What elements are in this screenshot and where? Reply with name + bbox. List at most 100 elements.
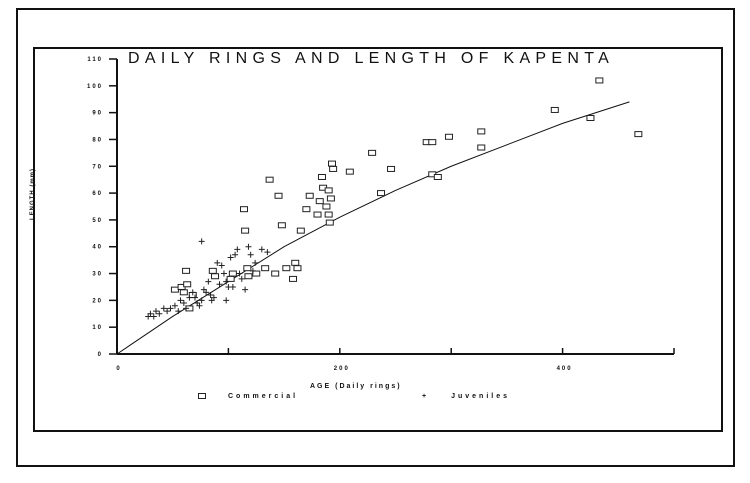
plus-marker-icon: +: [422, 393, 430, 400]
commercial-point: [433, 174, 442, 180]
juvenile-point: [205, 278, 212, 285]
commercial-point: [313, 211, 322, 218]
juvenile-point: [180, 300, 187, 307]
commercial-point: [444, 133, 453, 140]
juvenile-point: [223, 278, 230, 285]
square-marker-icon: [198, 393, 206, 400]
y-tick-label: 20: [92, 298, 103, 304]
commercial-point: [241, 227, 250, 234]
commercial-point: [302, 206, 311, 213]
juvenile-point: [252, 259, 259, 266]
commercial-point: [244, 273, 253, 280]
juvenile-point: [183, 305, 190, 312]
y-tick-label: 0: [98, 352, 103, 358]
commercial-point: [252, 270, 261, 277]
commercial-point: [293, 265, 302, 272]
commercial-point: [271, 270, 280, 277]
y-tick-label: 70: [92, 164, 103, 170]
juvenile-point: [150, 313, 157, 320]
commercial-point: [243, 265, 252, 272]
juvenile-point: [191, 294, 198, 301]
commercial-point: [239, 206, 248, 213]
juvenile-point: [167, 305, 174, 312]
commercial-point: [282, 265, 291, 272]
juvenile-point: [214, 259, 221, 266]
juvenile-point: [247, 251, 254, 258]
x-tick-label: 400: [557, 366, 573, 372]
commercial-point: [317, 174, 326, 180]
commercial-point: [179, 289, 188, 296]
y-tick-label: 30: [92, 272, 103, 278]
legend-label: Commercial: [228, 393, 299, 400]
y-tick-label: 10: [92, 325, 103, 331]
juvenile-point: [198, 238, 205, 245]
commercial-point: [289, 275, 298, 282]
commercial-point: [226, 275, 235, 282]
commercial-point: [277, 222, 286, 229]
juvenile-point: [210, 294, 217, 301]
commercial-point: [328, 160, 337, 167]
juvenile-point: [147, 310, 154, 317]
juvenile-point: [177, 297, 184, 304]
juvenile-point: [207, 292, 214, 298]
commercial-point: [345, 168, 354, 175]
juvenile-point: [229, 283, 236, 290]
chart-frame: [33, 47, 723, 432]
juvenile-point: [232, 251, 239, 258]
y-tick-label: 60: [92, 191, 103, 197]
juvenile-point: [223, 297, 230, 304]
commercial-point: [428, 139, 437, 146]
juvenile-point: [160, 305, 167, 312]
commercial-point: [550, 106, 559, 113]
commercial-point: [315, 198, 324, 205]
y-tick-label: 40: [92, 245, 103, 251]
juvenile-point: [234, 246, 241, 253]
commercial-point: [211, 273, 220, 280]
juvenile-point: [186, 294, 193, 301]
legend-item-juveniles: + Juveniles: [422, 393, 510, 400]
commercial-point: [634, 131, 643, 138]
x-axis-label: AGE (Daily rings): [310, 383, 402, 390]
commercial-point: [387, 165, 396, 172]
fit-curve: [116, 101, 630, 355]
commercial-point: [326, 195, 335, 202]
commercial-point: [183, 281, 192, 288]
commercial-point: [291, 259, 300, 266]
commercial-point: [325, 219, 334, 226]
commercial-point: [368, 149, 377, 156]
commercial-point: [329, 165, 338, 172]
juvenile-point: [238, 275, 245, 282]
y-tick-label: 100: [87, 84, 103, 90]
juvenile-point: [152, 308, 159, 315]
juvenile-point: [196, 302, 203, 309]
commercial-point: [324, 187, 333, 194]
commercial-point: [305, 192, 314, 199]
x-tick-label: 200: [334, 366, 350, 372]
juvenile-point: [164, 308, 171, 315]
commercial-point: [322, 203, 331, 210]
commercial-point: [228, 270, 237, 277]
chart-title: DAILY RINGS AND LENGTH OF KAPENTA: [128, 50, 615, 67]
y-tick-label: 80: [92, 137, 103, 143]
juvenile-point: [203, 289, 210, 296]
juvenile-point: [216, 281, 223, 288]
commercial-point: [586, 115, 595, 121]
juvenile-point: [175, 308, 182, 315]
juvenile-point: [171, 302, 178, 309]
juvenile-point: [227, 254, 234, 261]
commercial-point: [182, 267, 191, 274]
commercial-point: [477, 128, 486, 135]
y-tick-label: 90: [92, 111, 103, 117]
commercial-point: [265, 176, 274, 183]
juvenile-point: [264, 249, 271, 256]
juvenile-point: [258, 246, 265, 253]
commercial-point: [208, 267, 217, 274]
commercial-point: [296, 227, 305, 234]
commercial-point: [477, 144, 486, 151]
x-tick-label: 0: [116, 366, 121, 372]
juvenile-point: [198, 297, 205, 304]
commercial-point: [170, 286, 179, 293]
juvenile-point: [218, 262, 225, 269]
legend-label: Juveniles: [451, 393, 511, 400]
